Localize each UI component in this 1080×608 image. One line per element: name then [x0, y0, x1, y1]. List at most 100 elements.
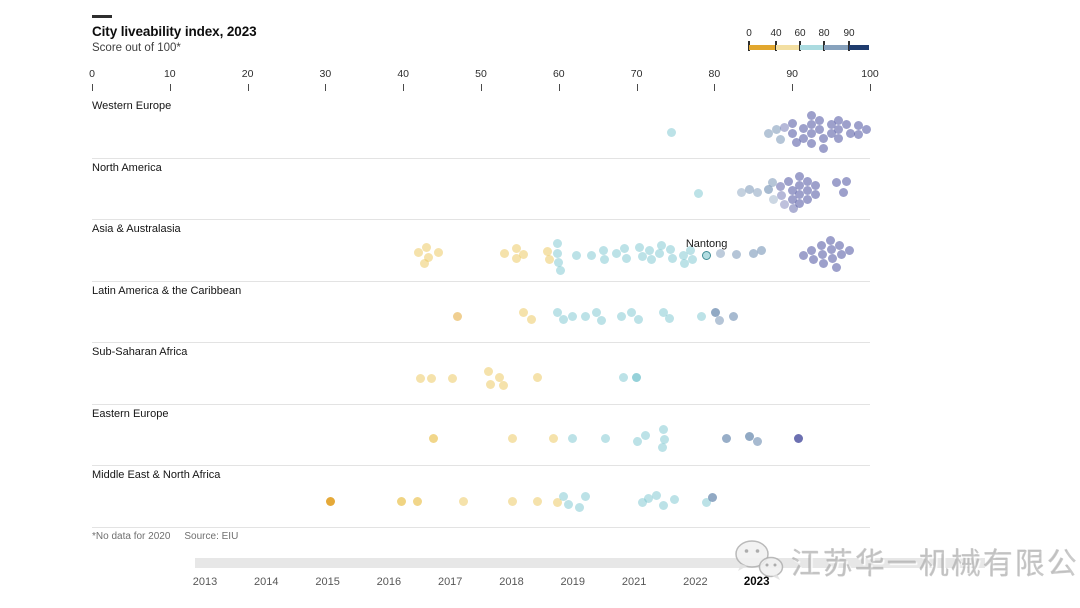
city-dot	[799, 133, 809, 143]
legend-segment	[849, 45, 869, 50]
city-dot	[414, 247, 424, 257]
city-dot	[787, 195, 797, 204]
city-dot	[818, 249, 828, 259]
city-dot	[658, 500, 668, 510]
city-dot	[563, 499, 573, 509]
city-dot	[715, 316, 725, 325]
timeline-scrubber[interactable]	[195, 558, 985, 568]
city-dot	[423, 252, 433, 262]
city-dot	[429, 434, 439, 443]
city-dot	[638, 497, 648, 507]
city-dot	[818, 143, 828, 153]
axis-tick-mark	[558, 84, 560, 91]
legend-tick-label: 90	[843, 28, 855, 39]
city-dot	[519, 308, 529, 317]
city-dot	[598, 245, 608, 255]
city-dot	[787, 128, 797, 138]
city-dot	[807, 128, 817, 138]
color-scale-legend: 0 40 60 80 90	[746, 28, 879, 56]
city-dot	[633, 315, 643, 324]
city-dot	[772, 124, 782, 134]
region-label: Sub-Saharan Africa	[92, 346, 188, 358]
city-dot	[807, 119, 817, 129]
axis-tick-label: 30	[319, 68, 332, 80]
city-dot	[627, 308, 637, 317]
city-dot	[420, 258, 430, 268]
legend-tick-label: 40	[770, 28, 782, 39]
city-dot	[611, 248, 621, 258]
city-dot	[533, 496, 543, 506]
city-dot	[827, 244, 837, 254]
annotated-city-dot	[702, 250, 712, 260]
axis-tick-mark	[792, 84, 794, 91]
city-dot	[575, 502, 585, 512]
axis-tick-mark	[92, 84, 93, 91]
city-dot	[807, 245, 817, 255]
city-dot	[728, 312, 738, 321]
city-dot	[507, 434, 517, 443]
timeline-year: 2016	[376, 576, 402, 588]
city-dot	[799, 123, 809, 133]
region-label: North America	[92, 161, 162, 174]
city-dot	[635, 242, 645, 252]
axis-tick-label: 10	[163, 68, 176, 80]
city-dot	[817, 240, 827, 250]
city-dot	[818, 258, 828, 268]
region-row: North America	[92, 158, 870, 220]
region-label: Middle East & North Africa	[92, 469, 221, 481]
city-dot	[548, 434, 558, 443]
city-dot	[769, 195, 779, 204]
city-dot	[845, 245, 855, 255]
axis-tick-mark	[714, 84, 716, 91]
legend-segment	[749, 45, 776, 50]
legend-tick-label: 0	[746, 28, 752, 39]
city-dot	[832, 178, 842, 187]
city-dot	[710, 308, 720, 317]
city-dot	[554, 257, 564, 267]
city-dot	[499, 380, 509, 390]
city-dot	[807, 138, 817, 148]
city-dot	[592, 308, 602, 317]
city-dot	[791, 137, 801, 147]
timeline-year: 2018	[499, 576, 524, 588]
city-dot	[667, 127, 677, 137]
city-dot	[447, 373, 457, 383]
annotation-label: Nantong	[685, 238, 728, 250]
city-dot	[798, 250, 808, 260]
chart-title: City liveability index, 2023	[92, 24, 257, 39]
city-dot	[665, 244, 675, 254]
city-dot	[641, 431, 651, 440]
city-dot	[795, 181, 805, 190]
axis-tick-label: 50	[475, 68, 487, 80]
city-dot	[779, 122, 789, 132]
city-dot	[764, 185, 774, 194]
city-dot	[657, 443, 667, 452]
city-dot	[837, 249, 847, 259]
axis-tick-mark	[247, 84, 249, 91]
city-dot	[678, 250, 688, 260]
legend-segment	[776, 45, 800, 50]
city-dot	[658, 425, 668, 434]
city-dot	[621, 253, 631, 263]
city-dot	[544, 254, 554, 264]
legend-tick-label: 80	[818, 28, 830, 39]
city-dot	[779, 200, 789, 209]
city-dot	[646, 254, 656, 264]
city-dot	[835, 240, 845, 250]
city-dot	[842, 119, 852, 129]
city-dot	[645, 245, 655, 255]
city-dot	[842, 177, 852, 186]
city-dot	[732, 249, 742, 259]
city-dot	[789, 204, 799, 213]
city-dot	[795, 172, 805, 181]
axis-tick-label: 70	[630, 68, 643, 80]
city-dot	[658, 308, 668, 317]
city-dot	[702, 497, 712, 507]
city-dot	[485, 379, 495, 389]
city-dot	[688, 254, 698, 264]
title-rule	[92, 15, 112, 18]
city-dot	[776, 191, 786, 200]
city-dot	[555, 265, 565, 275]
city-dot	[694, 189, 704, 198]
city-dot	[716, 248, 726, 258]
